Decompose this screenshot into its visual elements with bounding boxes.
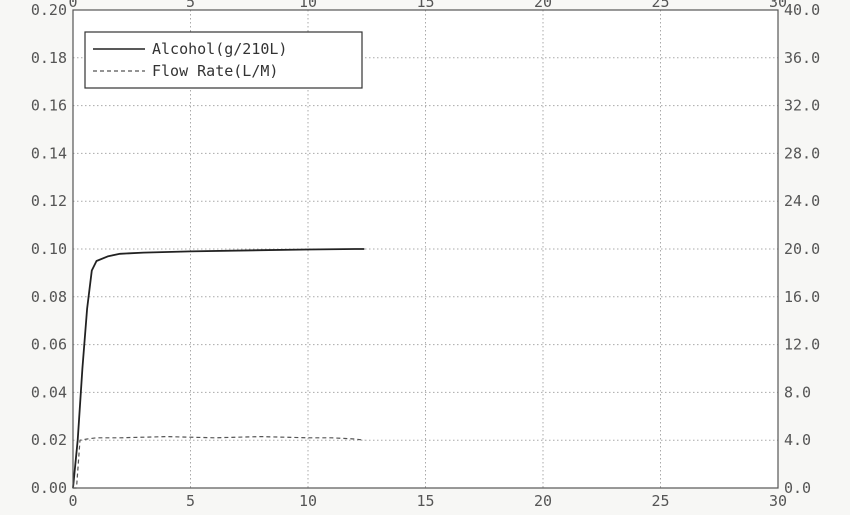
x-tick-label: 25: [651, 492, 669, 510]
y2-tick-label: 40.0: [784, 1, 820, 19]
y-tick-label: 0.02: [31, 431, 67, 449]
y2-tick-label: 0.0: [784, 479, 811, 497]
y-tick-label: 0.06: [31, 336, 67, 354]
x-tick-label-top: 0: [68, 0, 77, 11]
legend-box: [84, 31, 363, 89]
series-lines: [72, 248, 365, 489]
x-tick-label: 0: [68, 492, 77, 510]
y-tick-label: 0.04: [31, 383, 67, 401]
y-tick-label: 0.18: [31, 49, 67, 67]
y-tick-label: 0.16: [31, 97, 67, 115]
legend-label-flow-rate: Flow Rate(L/M): [152, 62, 278, 80]
x-tick-label-top: 15: [416, 0, 434, 11]
y2-tick-label: 20.0: [784, 240, 820, 258]
x-tick-label: 15: [416, 492, 434, 510]
y-tick-label: 0.14: [31, 144, 67, 162]
x-tick-label: 5: [186, 492, 195, 510]
y2-tick-label: 32.0: [784, 97, 820, 115]
x-tick-label: 10: [299, 492, 317, 510]
y-tick-label: 0.20: [31, 1, 67, 19]
x-tick-label-top: 20: [534, 0, 552, 11]
x-tick-label-top: 30: [769, 0, 787, 11]
legend-label-alcohol: Alcohol(g/210L): [152, 40, 287, 58]
y-tick-label: 0.00: [31, 479, 67, 497]
x-tick-label-top: 25: [651, 0, 669, 11]
y2-tick-label: 28.0: [784, 144, 820, 162]
y2-tick-label: 36.0: [784, 49, 820, 67]
y-tick-label: 0.10: [31, 240, 67, 258]
y2-tick-label: 4.0: [784, 431, 811, 449]
y2-tick-label: 12.0: [784, 336, 820, 354]
y2-tick-label: 16.0: [784, 288, 820, 306]
y-tick-label: 0.08: [31, 288, 67, 306]
tick-labels: 0 0 5 5 10 10 15 15 20 20 25 25 30 30 0.00 0.02 0.04 0.06…: [31, 0, 820, 510]
x-tick-label-top: 5: [186, 0, 195, 11]
y2-tick-label: 8.0: [784, 383, 811, 401]
series-line-flow-rate: [73, 436, 365, 489]
legend: Alcohol(g/210L) Flow Rate(L/M): [84, 31, 363, 89]
series-line-alcohol: [72, 248, 365, 489]
x-tick-label: 30: [769, 492, 787, 510]
x-tick-label: 20: [534, 492, 552, 510]
plot-frame: [72, 9, 779, 489]
y-tick-label: 0.12: [31, 192, 67, 210]
x-tick-label-top: 10: [299, 0, 317, 11]
y2-tick-label: 24.0: [784, 192, 820, 210]
